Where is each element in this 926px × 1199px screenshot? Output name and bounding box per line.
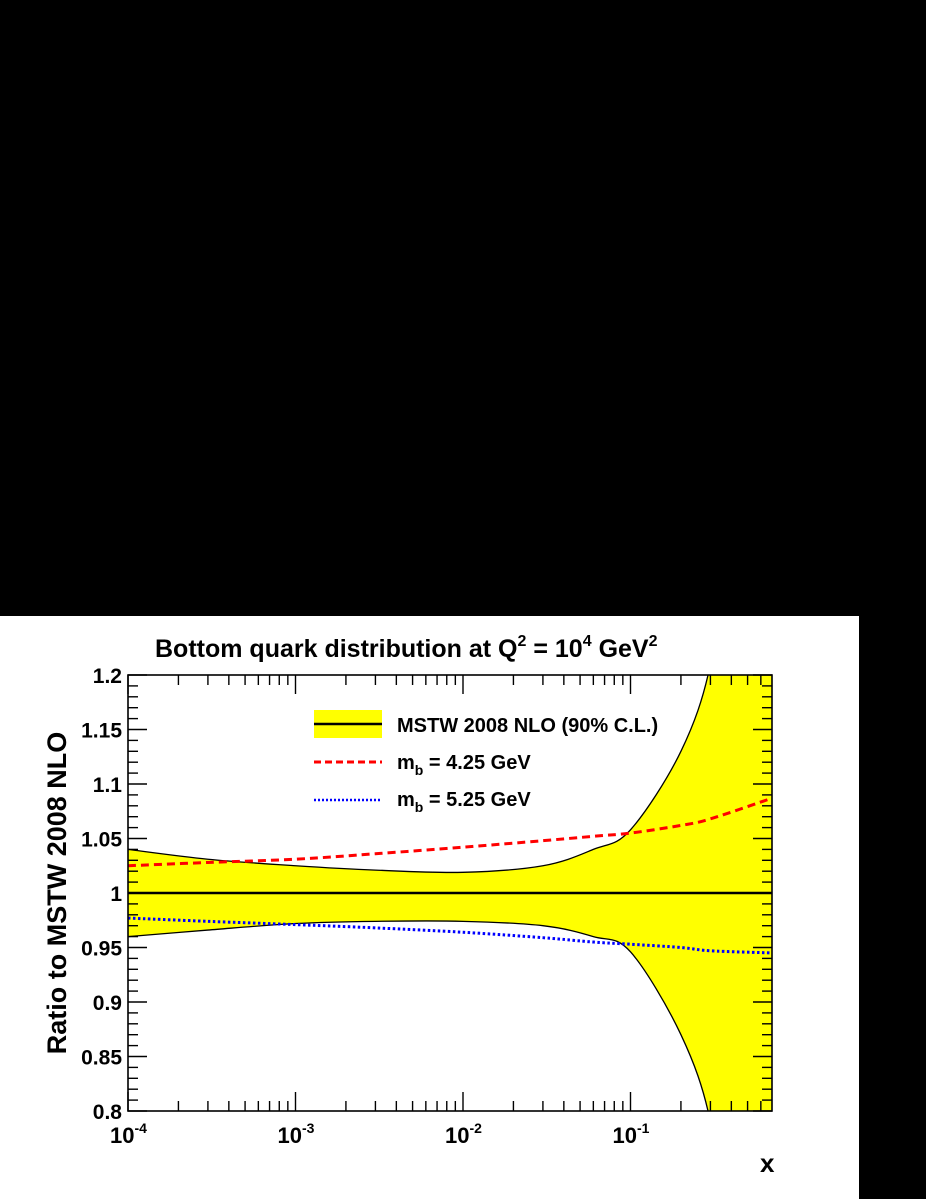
x-tick-label: 10-2	[445, 1120, 482, 1148]
y-tick-label: 1.05	[81, 829, 122, 852]
y-tick-label: 0.9	[93, 992, 122, 1015]
plot-area	[128, 675, 772, 1111]
y-tick-label: 0.85	[81, 1047, 122, 1070]
legend-label-mb525: mb = 5.25 GeV	[397, 789, 531, 815]
legend-label-mstw: MSTW 2008 NLO (90% C.L.)	[397, 715, 658, 737]
chart-title: Bottom quark distribution at Q2 = 104 Ge…	[155, 633, 658, 663]
legend-item-mb525: mb = 5.25 GeV	[314, 789, 531, 815]
y-tick-label: 1	[110, 883, 122, 906]
y-tick-label: 1.15	[81, 720, 122, 743]
legend-item-mstw: MSTW 2008 NLO (90% C.L.)	[314, 710, 658, 738]
y-tick-label: 1.2	[93, 665, 122, 688]
chart-svg: Bottom quark distribution at Q2 = 104 Ge…	[42, 633, 775, 1178]
legend: MSTW 2008 NLO (90% C.L.) mb = 4.25 GeV m…	[314, 710, 658, 815]
band-lower-edge	[128, 920, 709, 1111]
y-axis-label: Ratio to MSTW 2008 NLO	[42, 732, 72, 1055]
x-tick-label: 10-4	[110, 1120, 147, 1148]
x-tick-label: 10-1	[613, 1120, 650, 1148]
mb-425-line	[128, 796, 772, 868]
legend-item-mb425: mb = 4.25 GeV	[314, 752, 531, 778]
x-tick-labels: 10-4 10-3 10-2 10-1	[110, 1120, 650, 1148]
mb-525-line	[128, 916, 772, 955]
y-tick-label: 1.1	[93, 774, 123, 797]
axis-ticks	[127, 674, 772, 1112]
y-tick-label: 0.8	[93, 1101, 123, 1124]
x-tick-label: 10-3	[278, 1120, 315, 1148]
x-axis-label: x	[760, 1148, 775, 1178]
y-tick-label: 0.95	[81, 938, 122, 961]
chart-panel: Bottom quark distribution at Q2 = 104 Ge…	[0, 616, 859, 1199]
legend-label-mb425: mb = 4.25 GeV	[397, 752, 531, 778]
band-upper-edge	[128, 675, 709, 874]
y-tick-labels: 0.8 0.85 0.9 0.95 1 1.05 1.1 1.15 1.2	[81, 665, 122, 1124]
